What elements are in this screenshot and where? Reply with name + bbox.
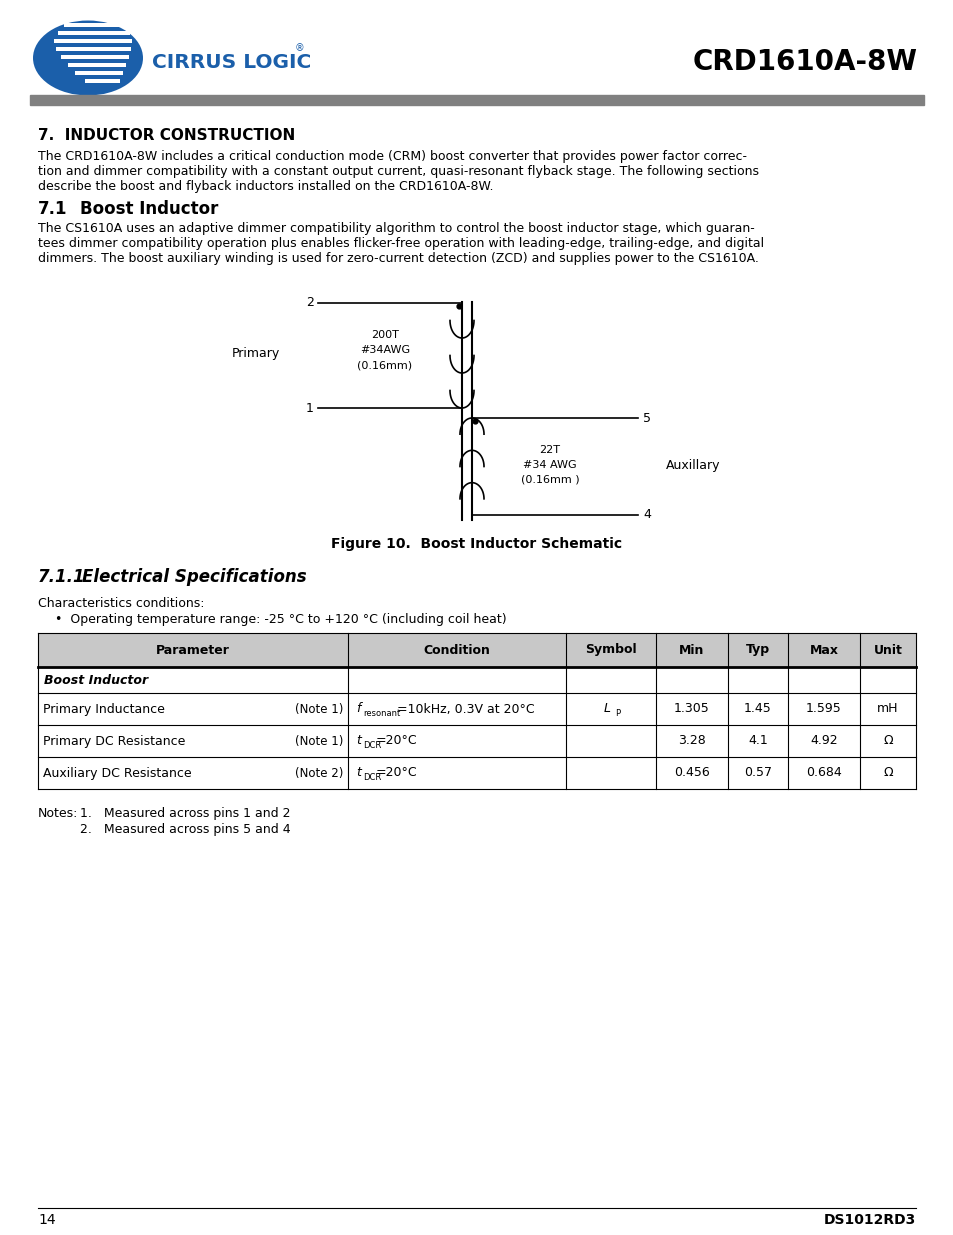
Text: 4.92: 4.92 xyxy=(809,735,837,747)
Text: 1: 1 xyxy=(306,401,314,415)
Text: L: L xyxy=(603,703,610,715)
Text: =10kHz, 0.3V at 20°C: =10kHz, 0.3V at 20°C xyxy=(397,703,535,715)
Bar xyxy=(75,70,123,75)
Text: (Note 1): (Note 1) xyxy=(294,703,343,715)
Text: tion and dimmer compatibility with a constant output current, quasi-resonant fly: tion and dimmer compatibility with a con… xyxy=(38,165,759,178)
Text: 4: 4 xyxy=(642,509,650,521)
Text: 0.456: 0.456 xyxy=(674,767,709,779)
Text: 7.  INDUCTOR CONSTRUCTION: 7. INDUCTOR CONSTRUCTION xyxy=(38,128,294,143)
Ellipse shape xyxy=(33,21,143,95)
Text: #34 AWG: #34 AWG xyxy=(522,459,577,471)
Bar xyxy=(54,40,132,43)
Text: 7.1.1: 7.1.1 xyxy=(38,568,86,585)
Text: 2.   Measured across pins 5 and 4: 2. Measured across pins 5 and 4 xyxy=(80,823,291,836)
Text: =20°C: =20°C xyxy=(375,735,417,747)
Text: The CRD1610A-8W includes a critical conduction mode (CRM) boost converter that p: The CRD1610A-8W includes a critical cond… xyxy=(38,149,746,163)
Text: DCR: DCR xyxy=(363,773,381,782)
Text: Max: Max xyxy=(809,643,838,657)
Text: 200T: 200T xyxy=(371,330,398,340)
Text: 22T: 22T xyxy=(539,445,560,454)
Text: Auxiliary DC Resistance: Auxiliary DC Resistance xyxy=(43,767,192,779)
Text: Primary Inductance: Primary Inductance xyxy=(43,703,165,715)
Text: 3.28: 3.28 xyxy=(678,735,705,747)
Text: (0.16mm ): (0.16mm ) xyxy=(520,475,578,485)
Text: #34AWG: #34AWG xyxy=(359,345,410,354)
Bar xyxy=(30,95,923,105)
Text: dimmers. The boost auxiliary winding is used for zero-current detection (ZCD) an: dimmers. The boost auxiliary winding is … xyxy=(38,252,758,266)
Text: Primary DC Resistance: Primary DC Resistance xyxy=(43,735,185,747)
Text: 14: 14 xyxy=(38,1213,55,1228)
Text: 7.1: 7.1 xyxy=(38,200,68,219)
Text: CRD1610A-8W: CRD1610A-8W xyxy=(692,48,917,77)
Text: DCR: DCR xyxy=(363,741,381,750)
Text: (0.16mm): (0.16mm) xyxy=(357,359,412,370)
Text: Boost Inductor: Boost Inductor xyxy=(44,673,148,687)
Text: t: t xyxy=(355,735,360,747)
Text: 2: 2 xyxy=(306,296,314,310)
Text: resonant: resonant xyxy=(363,709,400,718)
Bar xyxy=(85,79,120,83)
Bar xyxy=(38,634,915,667)
Text: tees dimmer compatibility operation plus enables flicker-free operation with lea: tees dimmer compatibility operation plus… xyxy=(38,237,763,249)
Text: ®: ® xyxy=(294,43,304,53)
Text: Auxillary: Auxillary xyxy=(665,458,720,472)
Text: describe the boost and flyback inductors installed on the CRD1610A-8W.: describe the boost and flyback inductors… xyxy=(38,180,493,193)
Text: 5: 5 xyxy=(642,411,650,425)
Text: Figure 10.  Boost Inductor Schematic: Figure 10. Boost Inductor Schematic xyxy=(331,537,622,551)
Text: Typ: Typ xyxy=(745,643,769,657)
Text: (Note 1): (Note 1) xyxy=(294,735,343,747)
Text: Electrical Specifications: Electrical Specifications xyxy=(82,568,306,585)
Text: Min: Min xyxy=(679,643,704,657)
Text: 1.305: 1.305 xyxy=(674,703,709,715)
Text: •  Operating temperature range: -25 °C to +120 °C (including coil heat): • Operating temperature range: -25 °C to… xyxy=(55,613,506,626)
Text: Condition: Condition xyxy=(423,643,490,657)
Text: P: P xyxy=(615,709,619,718)
Text: (Note 2): (Note 2) xyxy=(294,767,343,779)
Text: Unit: Unit xyxy=(873,643,902,657)
Text: 0.57: 0.57 xyxy=(743,767,771,779)
Text: Boost Inductor: Boost Inductor xyxy=(80,200,218,219)
Text: 1.595: 1.595 xyxy=(805,703,841,715)
Text: t: t xyxy=(355,767,360,779)
Text: Notes:: Notes: xyxy=(38,806,78,820)
Text: Primary: Primary xyxy=(232,347,280,361)
Text: Parameter: Parameter xyxy=(156,643,230,657)
Text: =20°C: =20°C xyxy=(375,767,417,779)
Bar xyxy=(61,56,129,59)
Text: DS1012RD3: DS1012RD3 xyxy=(822,1213,915,1228)
Text: The CS1610A uses an adaptive dimmer compatibility algorithm to control the boost: The CS1610A uses an adaptive dimmer comp… xyxy=(38,222,754,235)
Bar xyxy=(56,47,131,51)
Text: Characteristics conditions:: Characteristics conditions: xyxy=(38,597,204,610)
Text: f: f xyxy=(355,703,360,715)
Text: 1.45: 1.45 xyxy=(743,703,771,715)
Bar xyxy=(68,63,126,67)
Bar xyxy=(64,23,129,27)
Text: 0.684: 0.684 xyxy=(805,767,841,779)
Text: 1.   Measured across pins 1 and 2: 1. Measured across pins 1 and 2 xyxy=(80,806,291,820)
Text: mH: mH xyxy=(877,703,898,715)
Text: Symbol: Symbol xyxy=(584,643,637,657)
Text: 4.1: 4.1 xyxy=(747,735,767,747)
Text: CIRRUS LOGIC: CIRRUS LOGIC xyxy=(152,53,311,72)
Text: Ω: Ω xyxy=(882,735,892,747)
Text: Ω: Ω xyxy=(882,767,892,779)
Bar xyxy=(58,31,130,35)
